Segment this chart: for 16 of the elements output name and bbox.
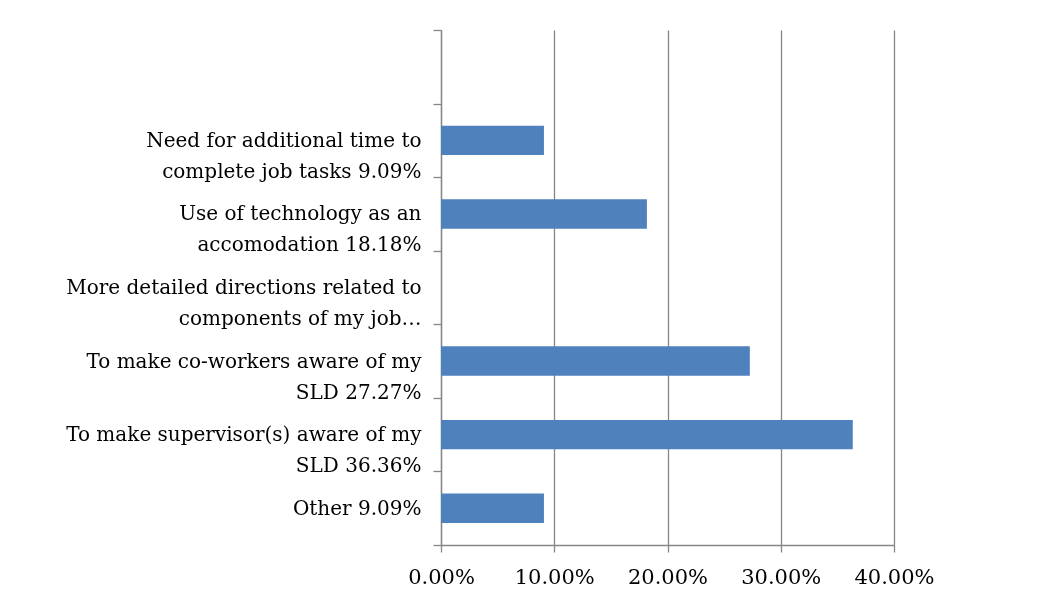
y-tick-label: More detailed directions related to components of my job… [66,275,422,330]
y-tick-label: Use of technology as an accomodation 18.18% [179,201,422,257]
x-tick-label: 30.00% [741,564,822,589]
bar [441,346,750,376]
y-tick-label: To make supervisor(s) aware of my SLD 36.36% [66,422,423,478]
bar [441,419,853,450]
x-tick-label: 20.00% [627,564,709,589]
y-tick-label: Need for additional time to complete job tasks 9.09% [146,127,422,183]
bar [441,125,544,156]
bar [441,199,647,229]
y-tick-label: To make co-workers aware of my SLD 27.27% [86,348,423,404]
y-tick-label: Other 9.09% [292,495,422,520]
x-tick-label: 40.00% [854,564,935,589]
bar [441,493,544,523]
x-tick-label: 10.00% [514,564,595,589]
x-tick-label: 0.00% [408,564,475,589]
